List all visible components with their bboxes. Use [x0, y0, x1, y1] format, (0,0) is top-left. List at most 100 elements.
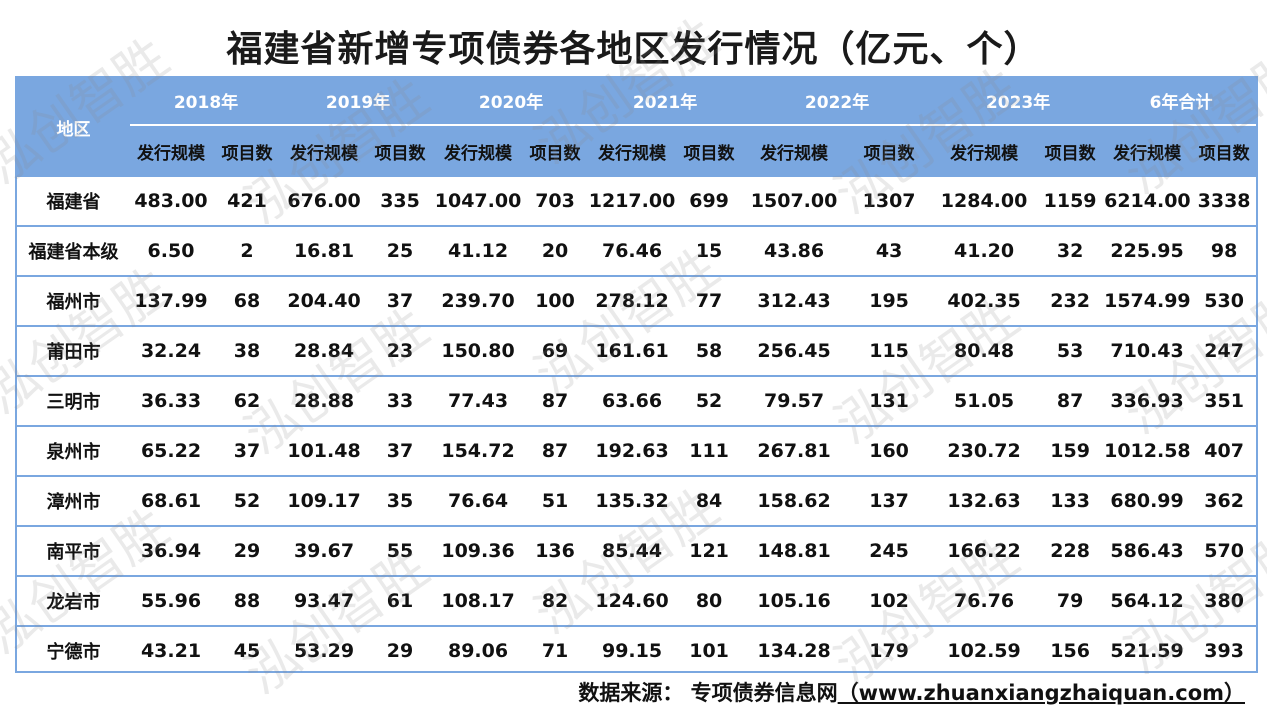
count-subheader: 项目数: [1036, 124, 1105, 177]
count-cell: 121: [676, 525, 743, 576]
amount-cell: 521.59: [1104, 625, 1191, 675]
region-name: 泉州市: [17, 425, 130, 476]
count-cell: 98: [1190, 225, 1259, 276]
count-cell: 407: [1190, 425, 1259, 476]
year-header-row: 地区 2018年 2019年 2020年 2021年 2022年 2023年 6…: [17, 77, 1259, 177]
count-cell: 32: [1036, 225, 1105, 276]
count-cell: 570: [1190, 525, 1259, 576]
region-header: 地区: [17, 77, 130, 177]
amount-cell: 1574.99: [1104, 275, 1191, 326]
source-url[interactable]: （www.zhuanxiangzhaiquan.com）: [837, 681, 1245, 705]
count-subheader: 项目数: [212, 124, 283, 177]
count-cell: 703: [522, 177, 589, 226]
amount-cell: 1217.00: [588, 177, 677, 226]
bond-issuance-table: 地区 2018年 2019年 2020年 2021年 2022年 2023年 6…: [17, 77, 1259, 675]
subheader-row: 发行规模 项目数 发行规模 项目数 发行规模 项目数 发行规模 项目数 发行规模 项目数 发行规模项…: [17, 124, 1259, 177]
count-cell: 62: [212, 375, 283, 426]
count-cell: 77: [676, 275, 743, 326]
count-cell: 421: [212, 177, 283, 226]
amount-cell: 36.94: [130, 525, 212, 576]
amount-cell: 154.72: [434, 425, 523, 476]
amount-subheader: 发行规模: [588, 124, 677, 177]
count-subheader: 项目数: [676, 124, 743, 177]
amount-cell: 80.48: [932, 325, 1037, 376]
count-cell: 133: [1036, 475, 1105, 526]
count-cell: 58: [676, 325, 743, 376]
amount-cell: 134.28: [742, 625, 847, 675]
count-cell: 15: [676, 225, 743, 276]
amount-cell: 76.64: [434, 475, 523, 526]
source-site-name: 专项债券信息网: [690, 681, 838, 705]
count-cell: 362: [1190, 475, 1259, 526]
count-cell: 37: [366, 425, 435, 476]
amount-cell: 6.50: [130, 225, 212, 276]
amount-cell: 336.93: [1104, 375, 1191, 426]
amount-cell: 68.61: [130, 475, 212, 526]
count-cell: 160: [846, 425, 933, 476]
region-name: 龙岩市: [17, 575, 130, 626]
count-cell: 111: [676, 425, 743, 476]
count-cell: 1307: [846, 177, 933, 226]
table-body: 福建省 483.00 421 676.00 335 1047.00 703 1217.00 69…: [17, 177, 1259, 675]
amount-cell: 109.17: [282, 475, 367, 526]
year-header: 2021年: [588, 77, 743, 125]
count-cell: 61: [366, 575, 435, 626]
amount-cell: 101.48: [282, 425, 367, 476]
region-name: 莆田市: [17, 325, 130, 376]
amount-cell: 192.63: [588, 425, 677, 476]
amount-cell: 109.36: [434, 525, 523, 576]
region-name: 南平市: [17, 525, 130, 576]
amount-cell: 53.29: [282, 625, 367, 675]
amount-cell: 6214.00: [1104, 177, 1191, 226]
amount-cell: 43.21: [130, 625, 212, 675]
amount-cell: 41.12: [434, 225, 523, 276]
amount-cell: 1507.00: [742, 177, 847, 226]
count-cell: 53: [1036, 325, 1105, 376]
count-cell: 45: [212, 625, 283, 675]
table-header: 地区 2018年 2019年 2020年 2021年 2022年 2023年 6…: [17, 77, 1259, 177]
amount-subheader: 发行规模: [1104, 124, 1191, 177]
count-cell: 52: [676, 375, 743, 426]
count-cell: 159: [1036, 425, 1105, 476]
region-name: 三明市: [17, 375, 130, 426]
amount-cell: 16.81: [282, 225, 367, 276]
region-name: 宁德市: [17, 625, 130, 675]
count-cell: 247: [1190, 325, 1259, 376]
table-row: 宁德市 43.21 45 53.29 29 89.06 71 99.15 101 134.28 17…: [17, 625, 1259, 675]
amount-cell: 108.17: [434, 575, 523, 626]
amount-cell: 65.22: [130, 425, 212, 476]
count-cell: 351: [1190, 375, 1259, 426]
count-cell: 245: [846, 525, 933, 576]
amount-cell: 267.81: [742, 425, 847, 476]
count-cell: 43: [846, 225, 933, 276]
count-cell: 29: [212, 525, 283, 576]
count-cell: 71: [522, 625, 589, 675]
amount-cell: 204.40: [282, 275, 367, 326]
amount-cell: 28.84: [282, 325, 367, 376]
count-cell: 37: [212, 425, 283, 476]
count-cell: 232: [1036, 275, 1105, 326]
table-row: 泉州市 65.22 37 101.48 37 154.72 87 192.63 111 267.8…: [17, 425, 1259, 476]
region-name: 福建省: [17, 177, 130, 226]
data-source: 数据来源： 专项债券信息网（www.zhuanxiangzhaiquan.com…: [578, 678, 1245, 708]
amount-cell: 41.20: [932, 225, 1037, 276]
count-cell: 88: [212, 575, 283, 626]
amount-cell: 137.99: [130, 275, 212, 326]
year-header: 2020年: [434, 77, 589, 125]
amount-cell: 28.88: [282, 375, 367, 426]
amount-cell: 32.24: [130, 325, 212, 376]
count-cell: 136: [522, 525, 589, 576]
amount-cell: 43.86: [742, 225, 847, 276]
page-title: 福建省新增专项债券各地区发行情况（亿元、个）: [226, 29, 1041, 70]
amount-cell: 161.61: [588, 325, 677, 376]
amount-subheader: 发行规模: [130, 124, 212, 177]
count-cell: 55: [366, 525, 435, 576]
count-cell: 68: [212, 275, 283, 326]
amount-subheader: 发行规模: [932, 124, 1037, 177]
amount-cell: 36.33: [130, 375, 212, 426]
count-cell: 37: [366, 275, 435, 326]
count-cell: 2: [212, 225, 283, 276]
table-row: 福建省 483.00 421 676.00 335 1047.00 703 1217.00 69…: [17, 177, 1259, 226]
amount-cell: 586.43: [1104, 525, 1191, 576]
count-cell: 52: [212, 475, 283, 526]
